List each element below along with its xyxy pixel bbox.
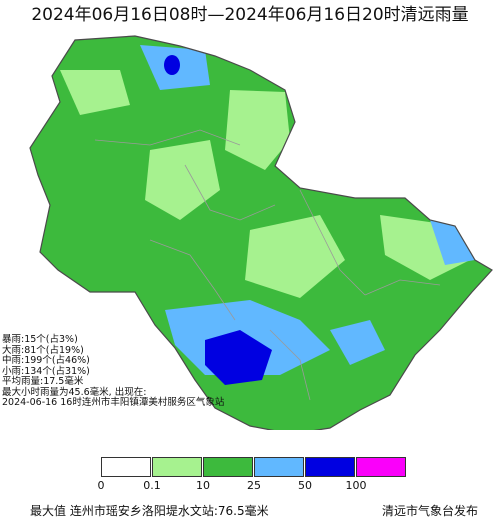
map-title: 2024年06月16日08时—2024年06月16日20时清远雨量 [31,5,469,25]
light-rain-patch-north [225,90,290,170]
light-rain-patch-northwest [60,70,130,115]
light-rain-patch-centre [145,140,220,220]
legend-swatch [101,457,151,477]
boundary-line [149,239,236,321]
rainfall-map [29,35,493,430]
boundary-line [364,279,441,296]
stat-max-hourly-label: 最大小时雨量为45.6毫米, 出现在: [2,386,147,398]
stat-heavy-rain-count: 大雨:81个(占19%) [2,344,84,356]
boundary-line [184,164,276,221]
stat-light-rain-count: 小雨:134个(占31%) [2,365,90,377]
legend-tick: 10 [196,479,210,492]
legend-swatch [203,457,253,477]
legend-swatch [305,457,355,477]
legend-tick: 100 [345,479,367,492]
legend-swatch [356,457,406,477]
legend-tick: 0 [97,479,105,492]
legend-tick: 50 [298,479,312,492]
legend-swatch [152,457,202,477]
rainstorm-patch-south [205,330,272,385]
heavy-rain-patch-southeast [330,320,385,365]
stat-average-rainfall: 平均雨量:17.5毫米 [2,376,84,387]
legend-tick: 0.1 [143,479,161,492]
max-value-station: 最大值 连州市瑶安乡洛阳堤水文站:76.5毫米 [30,504,269,518]
stat-rainstorm-count: 暴雨:15个(占3%) [2,334,78,345]
rainstorm-patch-north [164,55,180,75]
rainfall-statistics: 暴雨:15个(占3%) 大雨:81个(占19%) 中雨:199个(占46%) 小… [2,334,225,409]
stat-moderate-rain-count: 中雨:199个(占46%) [2,355,90,366]
boundary-line [94,129,241,146]
light-rain-patch-middle [245,215,345,298]
publisher-credit: 清远市气象台发布 [381,504,478,518]
boundary-line [269,329,311,401]
legend-tick: 25 [247,479,261,492]
county-boundaries [94,129,441,401]
stat-max-hourly-station: 2024-06-16 16时连州市丰阳镇潭美村服务区气象站 [2,397,225,408]
legend-swatch [254,457,304,477]
boundary-line [299,189,366,296]
